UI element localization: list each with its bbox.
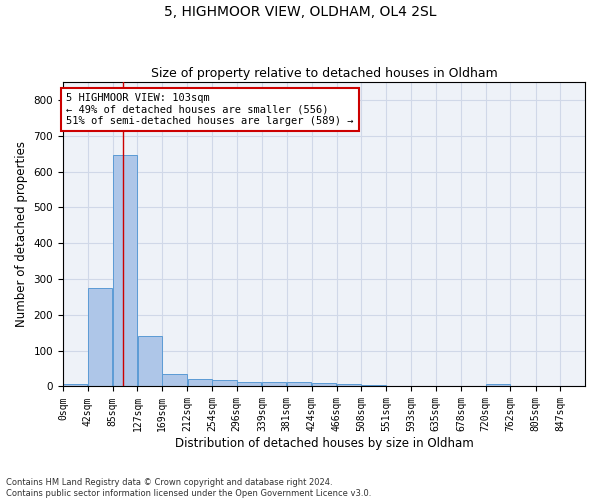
- Bar: [486, 384, 510, 386]
- Y-axis label: Number of detached properties: Number of detached properties: [15, 142, 28, 328]
- Bar: [312, 383, 337, 386]
- Bar: [337, 384, 361, 386]
- Bar: [88, 288, 112, 386]
- X-axis label: Distribution of detached houses by size in Oldham: Distribution of detached houses by size …: [175, 437, 473, 450]
- Text: 5, HIGHMOOR VIEW, OLDHAM, OL4 2SL: 5, HIGHMOOR VIEW, OLDHAM, OL4 2SL: [164, 5, 436, 19]
- Bar: [188, 380, 212, 386]
- Bar: [287, 382, 311, 386]
- Bar: [237, 382, 261, 386]
- Bar: [138, 336, 162, 386]
- Text: 5 HIGHMOOR VIEW: 103sqm
← 49% of detached houses are smaller (556)
51% of semi-d: 5 HIGHMOOR VIEW: 103sqm ← 49% of detache…: [66, 93, 353, 126]
- Bar: [361, 384, 386, 386]
- Bar: [262, 382, 286, 386]
- Bar: [113, 156, 137, 386]
- Text: Contains HM Land Registry data © Crown copyright and database right 2024.
Contai: Contains HM Land Registry data © Crown c…: [6, 478, 371, 498]
- Bar: [63, 384, 88, 386]
- Bar: [163, 374, 187, 386]
- Title: Size of property relative to detached houses in Oldham: Size of property relative to detached ho…: [151, 66, 497, 80]
- Bar: [212, 380, 236, 386]
